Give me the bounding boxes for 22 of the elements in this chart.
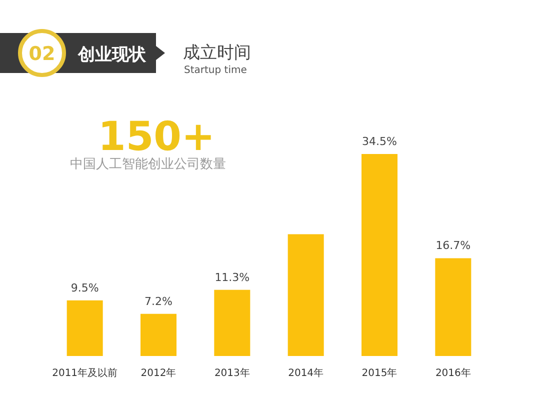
data-label: 9.5% (70, 281, 99, 294)
bar (66, 300, 103, 356)
x-tick-label: 2015年 (362, 367, 398, 379)
data-label: 34.5% (362, 135, 397, 148)
chart-title: 成立时间 (183, 43, 251, 63)
data-label: 16.7% (436, 239, 471, 252)
x-tick-label: 2016年 (435, 367, 471, 379)
bar (288, 234, 324, 356)
text: 02 (28, 43, 56, 65)
data-label: 11.3% (214, 270, 250, 284)
bar (140, 314, 176, 356)
annotation: 中国人工智能创业公司数量 (70, 157, 226, 172)
bar (214, 290, 250, 356)
x-tick-label: 2013年 (214, 367, 250, 379)
bar (435, 258, 472, 356)
x-tick-label: 2012年 (140, 367, 176, 379)
text: 创业现状 (77, 45, 147, 65)
data-label: 7.2% (144, 294, 172, 308)
bar (362, 154, 398, 356)
x-tick-label: 2014年 (288, 367, 324, 379)
chart-subtitle: Startup time (184, 65, 247, 76)
x-tick-label: 2011年及以前 (52, 367, 118, 379)
